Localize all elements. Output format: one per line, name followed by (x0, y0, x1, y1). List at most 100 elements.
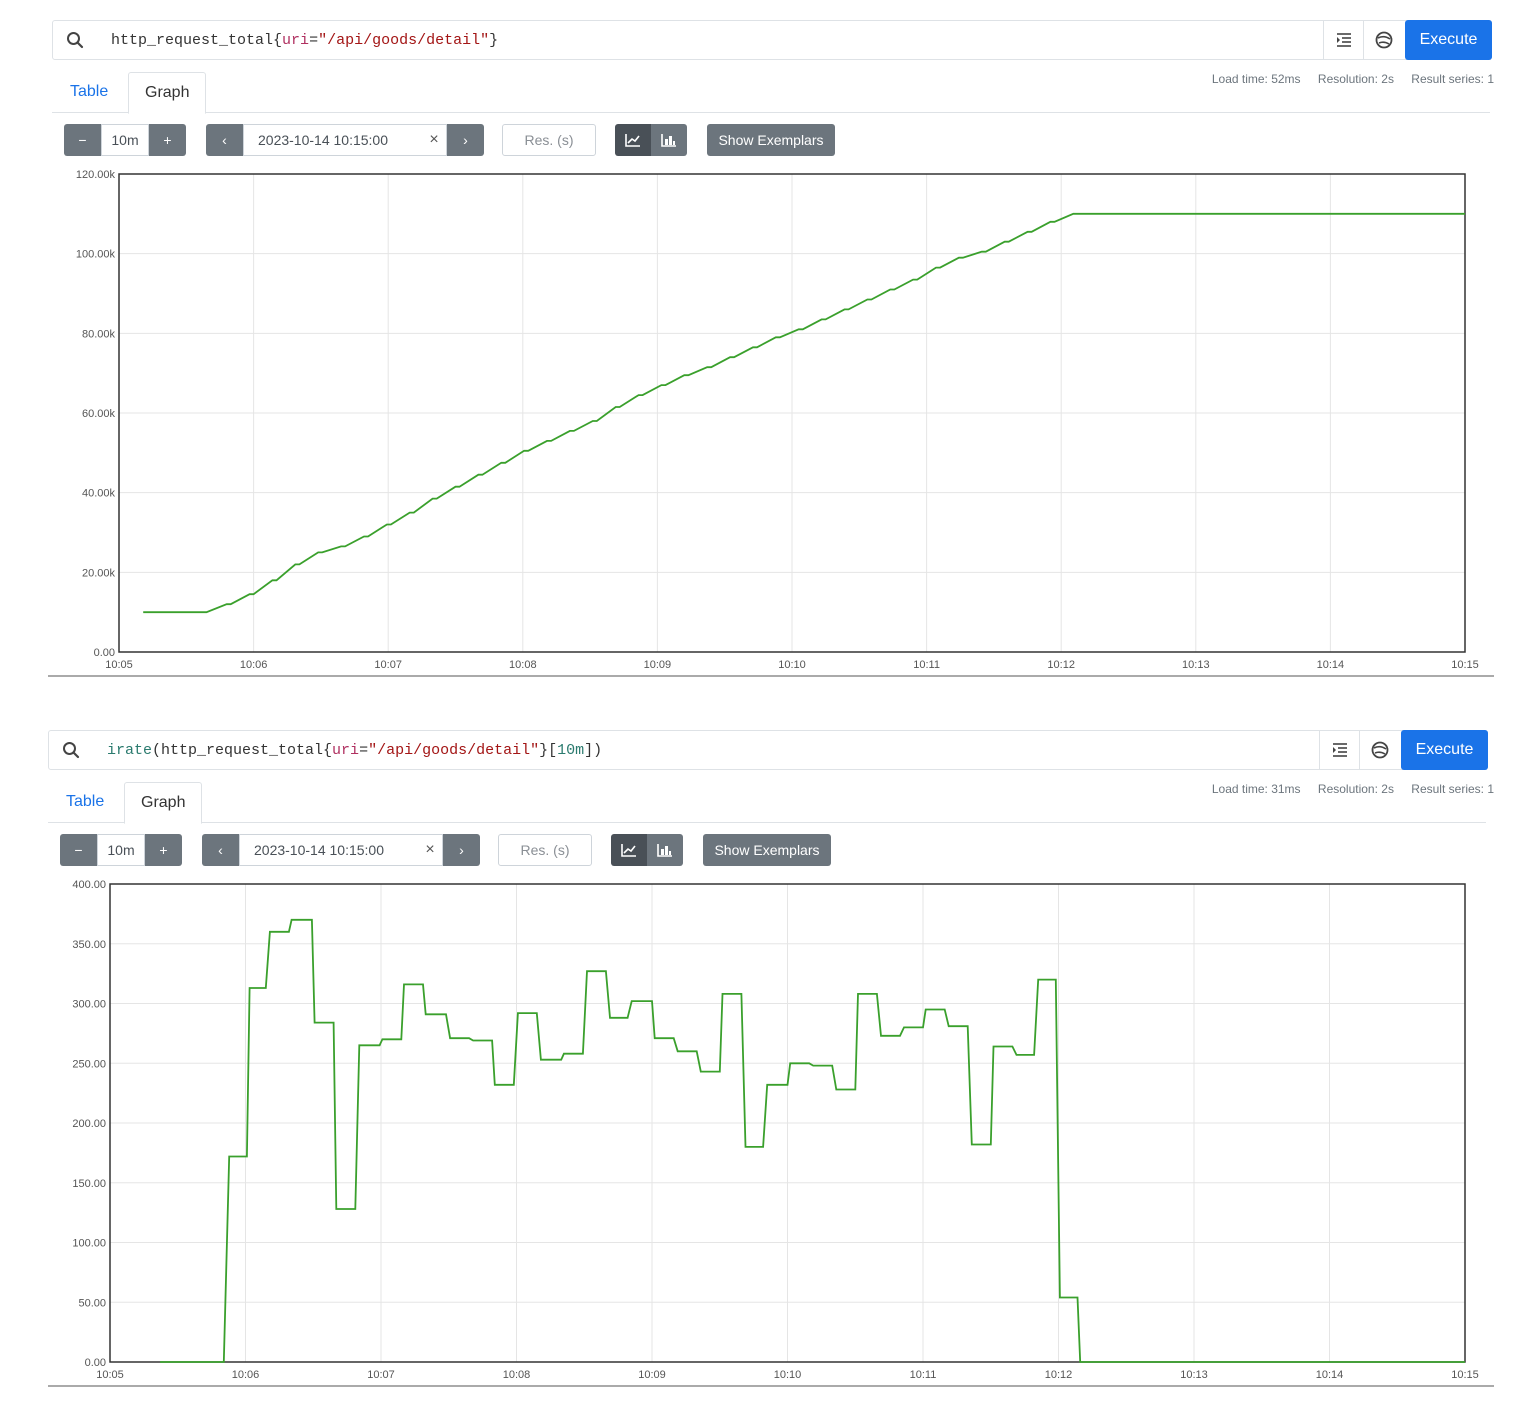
decrease-range-button[interactable]: − (64, 124, 101, 156)
x-tick-label: 10:13 (1180, 1369, 1208, 1381)
y-tick-label: 250.00 (72, 1058, 106, 1070)
show-exemplars-button[interactable]: Show Exemplars (703, 834, 831, 866)
graph-chart: 0.00 50.00 100.00 150.00 200.00 250.00 300.00 3… (48, 879, 1494, 1387)
load-time: Load time: 31ms (1211, 782, 1301, 796)
y-tick-label: 80.00k (82, 328, 116, 340)
x-tick-label: 10:10 (774, 1369, 802, 1381)
end-time-input[interactable]: 2023-10-14 10:15:00 (239, 834, 443, 866)
format-expression-icon[interactable] (1319, 731, 1360, 769)
y-tick-label: 350.00 (72, 939, 106, 951)
next-time-button[interactable]: › (447, 124, 484, 156)
previous-time-button[interactable]: ‹ (206, 124, 243, 156)
increase-range-button[interactable]: + (145, 834, 182, 866)
expression-token: (http_request_total{ (152, 742, 333, 759)
expression-input[interactable]: irate(http_request_total{uri="/api/goods… (107, 742, 602, 759)
resolution-input[interactable]: Res. (s) (502, 124, 596, 156)
expression-input-bar[interactable]: http_request_total{uri="/api/goods/detai… (52, 20, 1492, 60)
clear-end-time-icon[interactable]: × (425, 841, 435, 858)
tab-graph[interactable]: Graph (128, 72, 207, 114)
result-series-stat: Result series: 1 (1411, 72, 1494, 86)
graph-chart: 0.00 20.00k 40.00k 60.00k 80.00k 100.00k 120.0… (48, 169, 1494, 677)
resolution-stat: Resolution: 2s (1317, 782, 1394, 796)
plot-frame (109, 883, 1466, 1363)
x-tick-label: 10:08 (503, 1369, 531, 1381)
stacked-chart-icon[interactable] (647, 834, 683, 866)
expression-token: = (309, 32, 319, 49)
next-time-button[interactable]: › (443, 834, 480, 866)
format-expression-icon[interactable] (1323, 21, 1364, 59)
execute-button[interactable]: Execute (1401, 730, 1488, 770)
x-tick-label: 10:15 (1451, 1369, 1479, 1381)
query-stats: Load time: 31ms Resolution: 2s Result se… (1198, 782, 1494, 796)
y-tick-label: 40.00k (82, 488, 116, 500)
increase-range-button[interactable]: + (149, 124, 186, 156)
resolution-stat: Resolution: 2s (1317, 72, 1394, 86)
expression-token: 10m (557, 742, 585, 759)
y-tick-label: 150.00 (72, 1178, 106, 1190)
end-time-input[interactable]: 2023-10-14 10:15:00 (243, 124, 447, 156)
x-tick-label: 10:06 (232, 1369, 260, 1381)
y-tick-label: 100.00k (76, 249, 116, 261)
metrics-explorer-globe-icon[interactable] (1359, 731, 1400, 769)
y-tick-label: 200.00 (72, 1118, 106, 1130)
line-chart-icon[interactable] (615, 124, 651, 156)
x-tick-label: 10:09 (638, 1369, 666, 1381)
expression-input[interactable]: http_request_total{uri="/api/goods/detai… (111, 32, 498, 49)
series-line[interactable] (160, 918, 1465, 1363)
show-exemplars-button[interactable]: Show Exemplars (707, 124, 835, 156)
expression-token: } (489, 32, 499, 49)
x-tick-label: 10:09 (644, 659, 672, 671)
tab-table[interactable]: Table (66, 793, 105, 810)
expression-token: uri (282, 32, 310, 49)
x-tick-label: 10:08 (509, 659, 537, 671)
metrics-explorer-globe-icon[interactable] (1363, 21, 1404, 59)
previous-time-button[interactable]: ‹ (202, 834, 239, 866)
query-stats: Load time: 52ms Resolution: 2s Result se… (1198, 72, 1494, 86)
x-tick-label: 10:05 (105, 659, 133, 671)
view-tabs: Table Graph (48, 782, 1486, 824)
x-tick-label: 10:06 (240, 659, 268, 671)
search-icon (49, 731, 93, 769)
series-line[interactable] (143, 212, 1465, 614)
search-icon (53, 21, 97, 59)
y-tick-label: 120.00k (76, 169, 116, 181)
decrease-range-button[interactable]: − (60, 834, 97, 866)
clear-end-time-icon[interactable]: × (429, 131, 439, 148)
expression-token: { (273, 32, 283, 49)
y-tick-label: 20.00k (82, 567, 116, 579)
expression-token: = (359, 742, 369, 759)
x-tick-label: 10:05 (96, 1369, 124, 1381)
query-panel-1: http_request_total{uri="/api/goods/detai… (48, 20, 1494, 680)
view-tabs: Table Graph (52, 72, 1490, 114)
execute-button[interactable]: Execute (1405, 20, 1492, 60)
expression-token: ]) (584, 742, 603, 759)
x-tick-label: 10:12 (1045, 1369, 1073, 1381)
expression-token: }[ (539, 742, 558, 759)
x-tick-label: 10:07 (374, 659, 402, 671)
x-tick-label: 10:11 (910, 1369, 937, 1381)
y-tick-label: 400.00 (72, 879, 106, 891)
x-tick-label: 10:14 (1317, 659, 1345, 671)
x-tick-label: 10:15 (1451, 659, 1479, 671)
resolution-input[interactable]: Res. (s) (498, 834, 592, 866)
expression-token: "/api/goods/detail" (368, 742, 540, 759)
stacked-chart-icon[interactable] (651, 124, 687, 156)
expression-token: "/api/goods/detail" (318, 32, 490, 49)
y-tick-label: 0.00 (94, 647, 115, 659)
tab-table[interactable]: Table (70, 83, 109, 100)
expression-token: http_request_total (111, 32, 274, 49)
range-input[interactable]: 10m (97, 834, 145, 866)
tab-graph[interactable]: Graph (124, 782, 203, 824)
plot-frame (118, 173, 1466, 653)
y-tick-label: 300.00 (72, 999, 106, 1011)
range-input[interactable]: 10m (101, 124, 149, 156)
x-tick-label: 10:07 (367, 1369, 395, 1381)
query-panel-2: irate(http_request_total{uri="/api/goods… (48, 730, 1494, 1390)
line-chart-icon[interactable] (611, 834, 647, 866)
x-tick-label: 10:14 (1316, 1369, 1344, 1381)
expression-input-bar[interactable]: irate(http_request_total{uri="/api/goods… (48, 730, 1488, 770)
x-tick-label: 10:10 (778, 659, 806, 671)
x-tick-label: 10:12 (1047, 659, 1075, 671)
load-time: Load time: 52ms (1211, 72, 1301, 86)
x-tick-label: 10:11 (913, 659, 940, 671)
